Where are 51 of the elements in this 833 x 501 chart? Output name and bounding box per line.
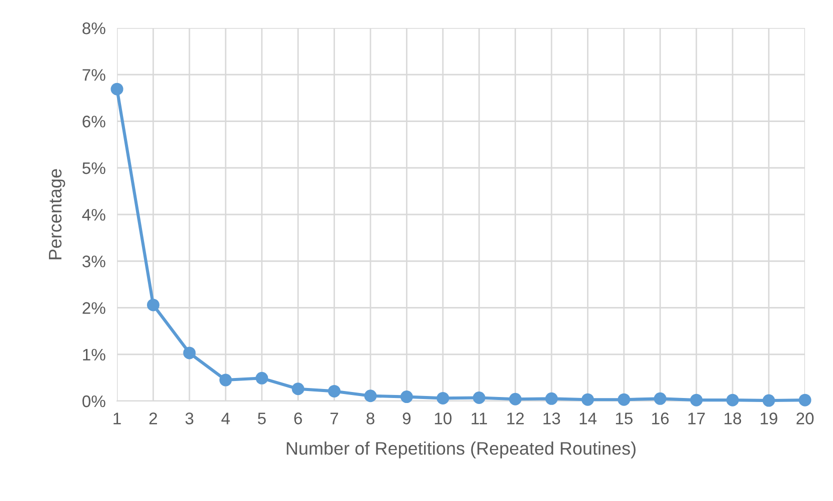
point (690, 394, 703, 406)
point (328, 384, 341, 398)
point (183, 346, 196, 360)
point (618, 393, 630, 406)
x-tick-label: 8 (366, 412, 374, 424)
x-tick-label: 5 (258, 412, 266, 424)
y-tick-label: 0% (82, 395, 106, 408)
point (436, 392, 450, 404)
x-tick-label: 7 (330, 412, 338, 424)
x-tick-label: 2 (149, 412, 158, 424)
x-tick-label: 17 (688, 412, 705, 424)
x-tick-label: 1 (114, 412, 121, 424)
x-tick-label: 11 (472, 412, 487, 424)
y-axis-title: Percentage (48, 169, 66, 260)
point (219, 374, 232, 386)
x-tick-label: 3 (185, 412, 194, 424)
point (654, 392, 666, 405)
x-tick-label: 20 (796, 412, 814, 424)
x-tick-label: 4 (221, 412, 230, 424)
y-tick-label: 3% (82, 256, 106, 268)
point (726, 394, 739, 406)
point (545, 392, 558, 405)
x-tick-label: 13 (544, 412, 560, 424)
point (364, 390, 377, 402)
x-tick-label: 16 (652, 412, 669, 424)
point (581, 393, 594, 406)
y-tick-label: 4% (82, 208, 106, 221)
x-tick-label: 15 (616, 412, 633, 424)
point (762, 394, 776, 407)
x-tick-label: 19 (760, 412, 778, 424)
point (798, 394, 812, 406)
y-tick-label: 6% (82, 116, 106, 128)
x-tick-label: 12 (507, 412, 524, 424)
x-axis-title: Number of Repetitions (Repeated Routines) (286, 442, 636, 458)
point (509, 392, 522, 406)
point (292, 382, 304, 396)
y-tick-label: 8% (82, 22, 106, 34)
y-tick-label: 7% (82, 69, 106, 81)
x-tick-label: 10 (434, 412, 452, 424)
point (472, 391, 486, 404)
y-tick-label: 5% (82, 162, 106, 174)
point (146, 298, 160, 312)
x-tick-label: 14 (580, 412, 597, 424)
point (256, 372, 268, 384)
point (400, 390, 413, 404)
x-tick-label: 9 (402, 412, 411, 424)
x-tick-label: 18 (724, 412, 742, 424)
x-tick-label: 6 (294, 412, 302, 424)
y-tick-label: 1% (83, 348, 106, 361)
point (110, 82, 124, 96)
y-tick-label: 2% (82, 302, 106, 314)
